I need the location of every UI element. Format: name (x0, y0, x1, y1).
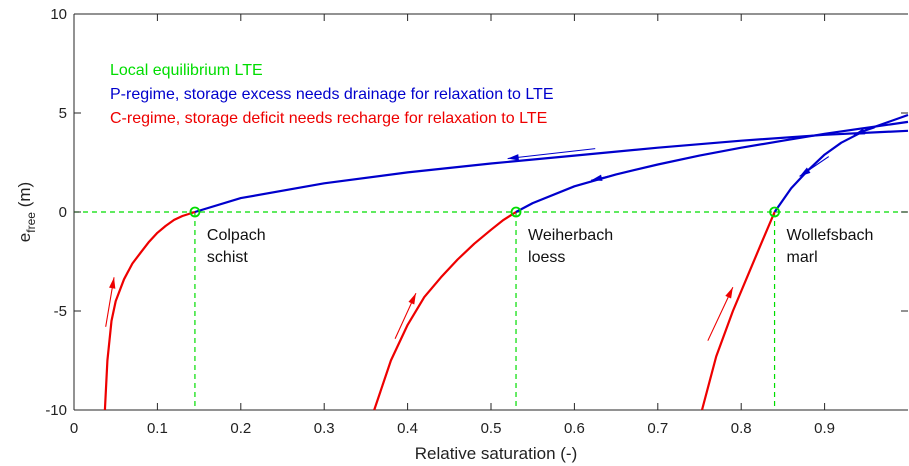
y-axis-label: efree (m) (15, 182, 38, 242)
arrowhead (591, 174, 603, 181)
x-tick-label: 0.1 (147, 420, 168, 437)
x-tick-label: 0.2 (230, 420, 251, 437)
arrowhead (408, 293, 416, 305)
lte-markers (189, 206, 780, 218)
site-label: loess (528, 249, 565, 266)
legend-text: Local equilibrium LTE (110, 62, 263, 79)
legend-text: C-regime, storage deficit needs recharge… (110, 110, 547, 127)
lte-point-marker (189, 206, 201, 218)
x-tick-label: 0.7 (647, 420, 668, 437)
y-tick-label: 0 (59, 204, 67, 221)
tick-labels: 0 0.1 0.2 0.3 0.4 0.5 0.6 0.7 0.8 0.9 -10 -5 0 5 10 (45, 6, 908, 437)
legend: Local equilibrium LTE P-regime, storage e… (110, 62, 554, 127)
site-label: Wollefsbach (787, 227, 874, 244)
y-tick-label: 5 (59, 105, 67, 122)
x-tick-label: 0.8 (731, 420, 752, 437)
curves (103, 113, 909, 411)
direction-arrow (590, 162, 663, 181)
c-regime-curve (700, 211, 776, 411)
arrowhead (109, 277, 116, 289)
c-regime-curve (373, 211, 517, 411)
site-label: Weiherbach (528, 227, 613, 244)
arrowhead (799, 167, 811, 177)
p-regime-curve (194, 129, 909, 214)
arrowhead (507, 154, 519, 161)
y-tick-label: -5 (54, 303, 67, 320)
arrowhead (853, 128, 866, 135)
site-label: marl (787, 249, 818, 266)
legend-text: P-regime, storage excess needs drainage … (110, 86, 554, 103)
site-labels: Colpach schist Weiherbach loess Wollefsbach m… (207, 227, 873, 266)
regime-arrows (105, 127, 875, 341)
site-label: Colpach (207, 227, 266, 244)
p-regime-curve (515, 120, 909, 213)
arrowhead (725, 287, 733, 299)
c-regime-curve (103, 210, 196, 411)
site-label: schist (207, 249, 248, 266)
x-tick-label: 0.5 (481, 420, 502, 437)
x-tick-label: 0.6 (564, 420, 585, 437)
x-tick-label: 0.9 (814, 420, 835, 437)
y-tick-label: -10 (45, 402, 67, 419)
lte-point-marker (769, 206, 780, 218)
x-axis-label: Relative saturation (-) (415, 444, 578, 463)
x-tick-label: 0.4 (397, 420, 418, 437)
lte-lines (74, 211, 908, 410)
direction-arrow (507, 148, 596, 160)
y-tick-label: 10 (50, 6, 67, 23)
x-tick-label: 0.3 (314, 420, 335, 437)
x-tick-label: 0 (70, 420, 78, 437)
lte-point-marker (510, 206, 522, 218)
p-regime-curve (773, 113, 909, 213)
